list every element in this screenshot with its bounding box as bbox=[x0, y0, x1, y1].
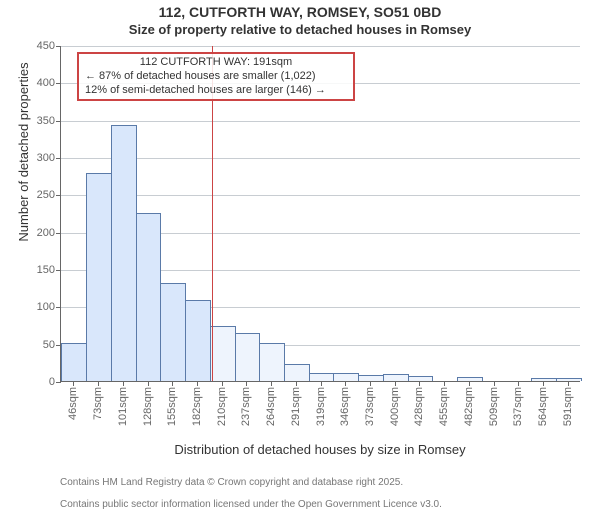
x-tick-label: 564sqm bbox=[537, 387, 549, 426]
annotation-box: 112 CUTFORTH WAY: 191sqm ← 87% of detach… bbox=[77, 52, 355, 101]
bar-slot: 564sqm bbox=[531, 46, 556, 381]
bar bbox=[185, 300, 211, 381]
y-axis-label: Number of detached properties bbox=[16, 0, 31, 320]
bar bbox=[160, 283, 186, 381]
y-tick-mark bbox=[56, 83, 61, 84]
y-tick-label: 0 bbox=[49, 376, 55, 388]
x-tick-label: 73sqm bbox=[92, 387, 104, 420]
x-tick-mark bbox=[148, 381, 149, 386]
x-tick-mark bbox=[271, 381, 272, 386]
x-tick-mark bbox=[73, 381, 74, 386]
x-tick-mark bbox=[123, 381, 124, 386]
bar bbox=[111, 125, 137, 381]
x-tick-label: 319sqm bbox=[315, 387, 327, 426]
x-tick-label: 128sqm bbox=[142, 387, 154, 426]
x-tick-label: 182sqm bbox=[191, 387, 203, 426]
bar bbox=[235, 333, 261, 381]
x-tick-mark bbox=[296, 381, 297, 386]
x-tick-mark bbox=[370, 381, 371, 386]
x-tick-mark bbox=[197, 381, 198, 386]
x-tick-label: 346sqm bbox=[339, 387, 351, 426]
chart-container: 112, CUTFORTH WAY, ROMSEY, SO51 0BD Size… bbox=[0, 0, 600, 500]
x-tick-label: 482sqm bbox=[463, 387, 475, 426]
x-tick-label: 400sqm bbox=[389, 387, 401, 426]
bar-slot: 591sqm bbox=[555, 46, 580, 381]
y-tick-mark bbox=[56, 233, 61, 234]
y-tick-mark bbox=[56, 46, 61, 47]
y-tick-label: 300 bbox=[37, 152, 55, 164]
bar bbox=[61, 343, 87, 381]
x-axis-label: Distribution of detached houses by size … bbox=[60, 442, 580, 457]
x-tick-label: 237sqm bbox=[240, 387, 252, 426]
x-tick-label: 373sqm bbox=[364, 387, 376, 426]
x-tick-label: 210sqm bbox=[216, 387, 228, 426]
x-tick-mark bbox=[321, 381, 322, 386]
y-tick-mark bbox=[56, 345, 61, 346]
x-tick-label: 46sqm bbox=[67, 387, 79, 420]
bar bbox=[309, 373, 335, 381]
bar bbox=[259, 343, 285, 381]
x-tick-mark bbox=[222, 381, 223, 386]
x-tick-mark bbox=[345, 381, 346, 386]
y-tick-mark bbox=[56, 158, 61, 159]
y-tick-label: 50 bbox=[43, 339, 55, 351]
chart-subtitle: Size of property relative to detached ho… bbox=[0, 22, 600, 37]
x-tick-label: 291sqm bbox=[290, 387, 302, 426]
x-tick-label: 428sqm bbox=[413, 387, 425, 426]
x-tick-label: 264sqm bbox=[265, 387, 277, 426]
x-tick-mark bbox=[469, 381, 470, 386]
bar bbox=[383, 374, 409, 381]
footer-line-2: Contains public sector information licen… bbox=[60, 499, 442, 510]
y-tick-mark bbox=[56, 195, 61, 196]
bar-slot: 537sqm bbox=[506, 46, 531, 381]
x-tick-label: 509sqm bbox=[488, 387, 500, 426]
x-tick-label: 101sqm bbox=[117, 387, 129, 426]
x-tick-mark bbox=[543, 381, 544, 386]
x-tick-mark bbox=[395, 381, 396, 386]
bar-slot: 373sqm bbox=[358, 46, 383, 381]
y-tick-label: 200 bbox=[37, 227, 55, 239]
annotation-line-1: 112 CUTFORTH WAY: 191sqm bbox=[85, 56, 347, 70]
bar bbox=[136, 213, 162, 382]
y-tick-mark bbox=[56, 382, 61, 383]
footer-text: Contains HM Land Registry data © Crown c… bbox=[60, 466, 442, 521]
bar-slot: 482sqm bbox=[457, 46, 482, 381]
x-tick-mark bbox=[518, 381, 519, 386]
bar-slot: 509sqm bbox=[481, 46, 506, 381]
y-tick-mark bbox=[56, 270, 61, 271]
bar bbox=[284, 364, 310, 381]
x-tick-mark bbox=[419, 381, 420, 386]
y-tick-mark bbox=[56, 307, 61, 308]
x-tick-mark bbox=[444, 381, 445, 386]
bar-slot: 400sqm bbox=[382, 46, 407, 381]
bar-slot: 455sqm bbox=[432, 46, 457, 381]
bar-slot: 428sqm bbox=[407, 46, 432, 381]
x-tick-mark bbox=[172, 381, 173, 386]
bar bbox=[86, 173, 112, 381]
y-tick-label: 150 bbox=[37, 264, 55, 276]
y-tick-label: 450 bbox=[37, 40, 55, 52]
x-tick-mark bbox=[568, 381, 569, 386]
y-tick-label: 350 bbox=[37, 115, 55, 127]
x-tick-label: 591sqm bbox=[562, 387, 574, 426]
bar bbox=[210, 326, 236, 381]
x-tick-label: 155sqm bbox=[166, 387, 178, 426]
y-tick-label: 100 bbox=[37, 301, 55, 313]
x-tick-label: 537sqm bbox=[512, 387, 524, 426]
x-tick-label: 455sqm bbox=[438, 387, 450, 426]
y-tick-label: 250 bbox=[37, 189, 55, 201]
x-tick-mark bbox=[494, 381, 495, 386]
bar bbox=[333, 373, 359, 381]
annotation-line-2: ← 87% of detached houses are smaller (1,… bbox=[85, 70, 347, 84]
x-tick-mark bbox=[246, 381, 247, 386]
y-tick-mark bbox=[56, 121, 61, 122]
y-tick-label: 400 bbox=[37, 77, 55, 89]
x-tick-mark bbox=[98, 381, 99, 386]
footer-line-1: Contains HM Land Registry data © Crown c… bbox=[60, 477, 442, 488]
annotation-line-3: 12% of semi-detached houses are larger (… bbox=[85, 84, 347, 98]
chart-title: 112, CUTFORTH WAY, ROMSEY, SO51 0BD bbox=[0, 4, 600, 20]
